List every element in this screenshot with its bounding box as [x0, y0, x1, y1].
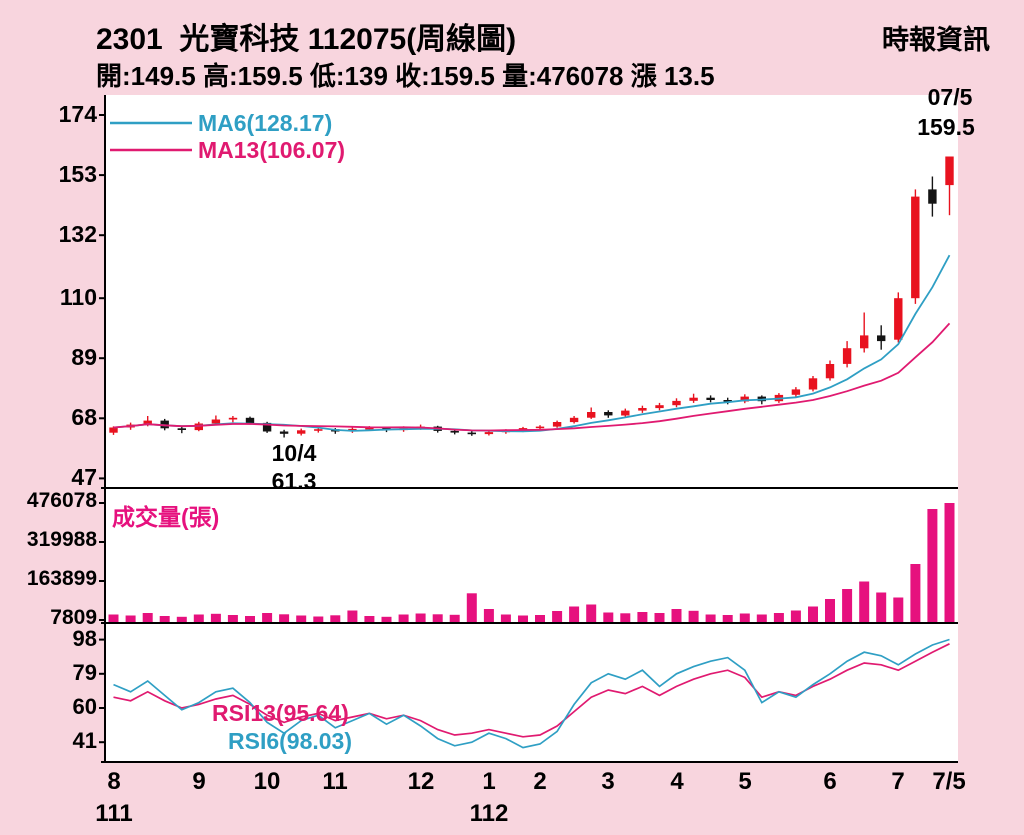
y-axis-tick-label: 153 — [58, 161, 97, 187]
x-axis-month-label: 6 — [823, 768, 837, 795]
x-axis-month-label: 7/5 — [932, 768, 966, 795]
ma13-legend-label: MA13(106.07) — [198, 137, 346, 163]
ma6-legend-label: MA6(128.17) — [198, 110, 333, 136]
x-axis-month-label: 5 — [738, 768, 752, 795]
x-axis-month-label: 1 — [482, 768, 496, 795]
ohlc-quote-line: 開:149.5 高:159.5 低:139 收:159.5 量:476078 漲… — [96, 61, 715, 91]
x-axis-month-label: 10 — [253, 768, 281, 795]
x-axis-month-label: 2 — [533, 768, 547, 795]
data-source-label: 時報資訊 — [882, 25, 990, 55]
annotation-low-price: 61.3 — [271, 468, 317, 494]
x-axis-month-label: 7 — [891, 768, 905, 795]
x-axis-month-label: 9 — [192, 768, 206, 795]
y-axis-tick-label: 89 — [71, 344, 97, 370]
y-axis-tick-label: 476078 — [26, 489, 97, 512]
rsi13-legend-label: RSI13(95.64) — [212, 700, 349, 726]
y-axis-tick-label: 60 — [72, 694, 97, 719]
y-axis-tick-label: 47 — [71, 464, 97, 490]
volume-pane-label: 成交量(張) — [112, 504, 220, 530]
annotation-last-date: 07/5 — [927, 84, 973, 110]
page-title: 2301 光寶科技 112075(周線圖) — [96, 23, 517, 56]
annotation-low-date: 10/4 — [271, 440, 317, 466]
annotation-last-price: 159.5 — [917, 114, 975, 140]
x-axis-month-label: 3 — [601, 768, 615, 795]
y-axis-tick-label: 68 — [71, 404, 97, 430]
y-axis-tick-label: 41 — [72, 728, 97, 753]
y-axis-tick-label: 7809 — [50, 606, 97, 629]
x-axis-month-label: 12 — [407, 768, 435, 795]
x-axis-year-label: 111 — [95, 800, 133, 827]
x-axis-month-label: 4 — [670, 768, 684, 795]
x-axis-month-label: 8 — [107, 768, 121, 795]
y-axis-tick-label: 79 — [72, 660, 97, 685]
y-axis-tick-label: 163899 — [26, 567, 97, 590]
rsi6-legend-label: RSI6(98.03) — [228, 728, 353, 754]
y-axis-tick-label: 174 — [58, 101, 97, 127]
y-axis-tick-label: 319988 — [26, 528, 97, 551]
y-axis-tick-label: 98 — [72, 626, 97, 651]
x-axis-month-label: 11 — [322, 768, 348, 795]
y-axis-tick-label: 110 — [59, 284, 97, 310]
x-axis-year-label: 112 — [469, 800, 509, 827]
y-axis-tick-label: 132 — [58, 221, 97, 247]
